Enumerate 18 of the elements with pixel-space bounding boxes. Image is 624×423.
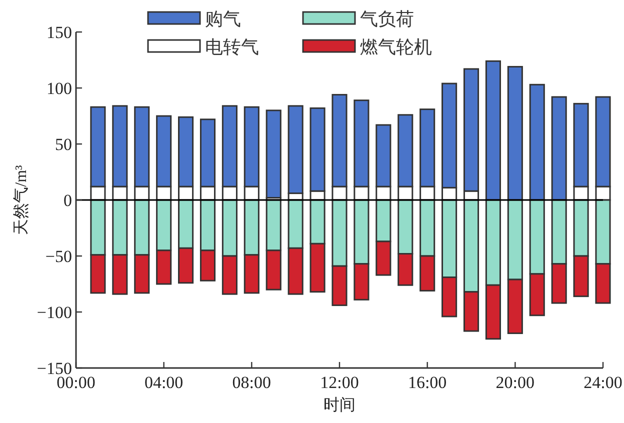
x-tick-label: 08:00 [232,373,272,392]
y-tick-label: −50 [45,247,72,266]
legend-label: 电转气 [205,37,259,57]
y-tick-label: 150 [46,23,72,42]
x-tick-label: 04:00 [144,373,184,392]
y-tick-label: 0 [64,191,72,210]
legend-label: 燃气轮机 [360,37,432,57]
y-tick-label: 50 [55,135,72,154]
legend-label: 购气 [205,9,241,29]
y-tick-label: 100 [46,79,72,98]
legend-label: 气负荷 [360,9,414,29]
x-tick-label: 12:00 [320,373,359,392]
x-tick-label: 16:00 [408,373,447,392]
x-tick-label: 20:00 [496,373,535,392]
x-axis-title: 时间 [324,396,356,414]
y-axis-title: 天然气/m³ [13,164,30,235]
x-tick-label: 24:00 [584,373,622,392]
y-tick-label: −100 [36,303,72,322]
